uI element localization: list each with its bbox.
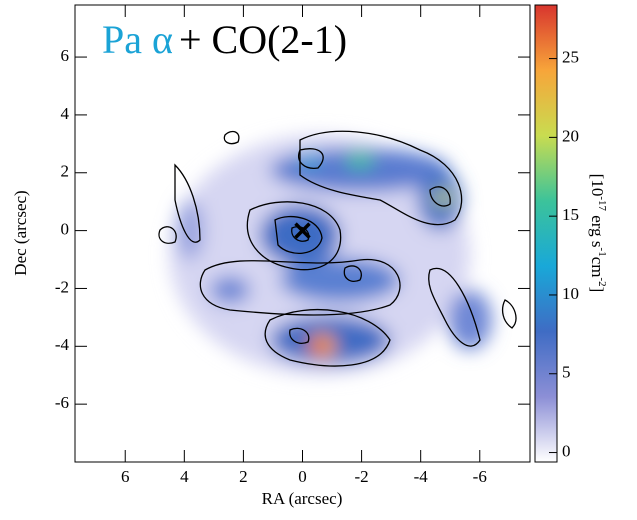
y-tick-label: 2 — [61, 162, 70, 181]
marker-stroke — [294, 222, 311, 239]
x-tick-label: 4 — [180, 467, 189, 486]
colorbar-tick-label: 5 — [562, 363, 571, 382]
x-tick-label: 0 — [298, 467, 307, 486]
title-part: Pa α — [102, 17, 173, 62]
x-tick-label: -6 — [473, 467, 487, 486]
y-tick-label: -2 — [55, 277, 69, 296]
y-tick-label: -6 — [55, 393, 69, 412]
x-axis-label: RA (arcsec) — [262, 489, 343, 508]
colorbar-tick-label: 0 — [562, 441, 571, 460]
x-tick-label: 6 — [121, 467, 130, 486]
colorbar-label-part: ] — [588, 287, 607, 293]
y-tick-label: -4 — [55, 335, 70, 354]
colorbar-label-part: -2 — [596, 277, 608, 286]
colorbar-tick-label: 25 — [562, 47, 579, 66]
colorbar-label-part: -1 — [596, 248, 608, 257]
y-tick-label: 0 — [61, 220, 70, 239]
x-tick-label: 2 — [239, 467, 248, 486]
image — [158, 130, 517, 375]
x-tick-label: -2 — [355, 467, 369, 486]
chart-title: Pa α + CO(2-1) — [102, 17, 347, 62]
y-tick-label: 6 — [61, 46, 70, 65]
colorbar-tick-label: 20 — [562, 126, 579, 145]
colorbar-label-part: cm — [588, 257, 607, 278]
colorbar-label-part: -17 — [596, 196, 608, 211]
colorbar-tick-label: 15 — [562, 205, 579, 224]
center-marker — [294, 222, 311, 239]
colorbar-label-part: [10 — [588, 174, 607, 197]
colorbar — [534, 4, 558, 463]
x-tick-label: -4 — [414, 467, 429, 486]
title-part: + CO(2-1) — [179, 17, 347, 62]
colorbar-label-part: erg s — [588, 211, 607, 248]
colorbar-label: [10-17 erg s-1cm-2] — [588, 174, 608, 293]
contours — [158, 130, 517, 367]
y-tick-label: 4 — [61, 104, 70, 123]
y-axis-label: Dec (arcsec) — [11, 190, 30, 275]
colorbar-tick-label: 10 — [562, 284, 579, 303]
